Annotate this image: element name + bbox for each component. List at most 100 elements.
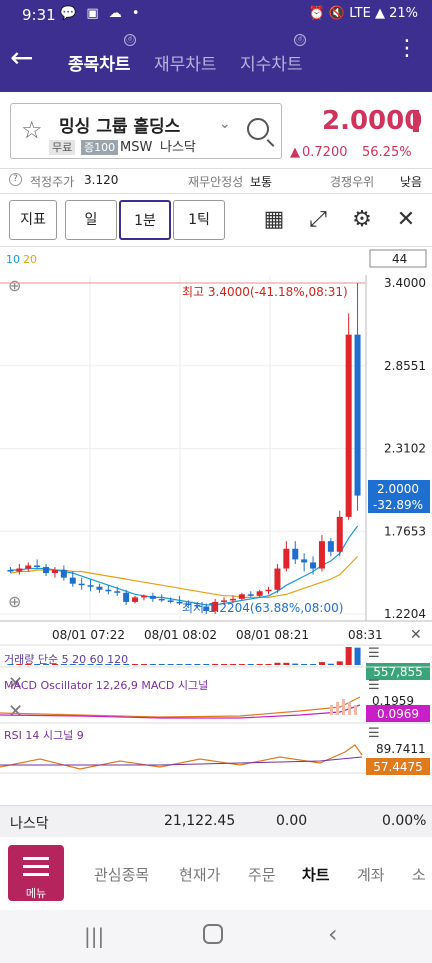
x-tick: 08/01 08:02: [144, 628, 217, 642]
candle-body: [123, 592, 130, 602]
chevron-down-icon[interactable]: ⌄: [219, 116, 231, 132]
volume-bar: [247, 664, 254, 665]
zoom-in-icon[interactable]: ⊕: [8, 276, 21, 295]
tools-icon[interactable]: ✕: [396, 207, 416, 232]
panel-menu-icon[interactable]: ☰: [368, 646, 380, 661]
search-icon[interactable]: [247, 118, 269, 140]
candle-body: [114, 591, 121, 593]
index-row[interactable]: 나스닥 21,122.45 0.00 0.00%: [0, 805, 432, 837]
more-menu-icon[interactable]: ⋮: [396, 36, 418, 61]
current-price-tag: 2.0000 -32.89%: [368, 480, 430, 513]
competition-label: 경쟁우위: [330, 175, 375, 189]
home-icon[interactable]: [203, 924, 223, 944]
expand-icon[interactable]: ⤢: [309, 207, 327, 232]
menu-button[interactable]: 메뉴: [8, 845, 64, 901]
candle-body: [185, 603, 192, 605]
volume-bar: [167, 664, 174, 665]
ma20-line: [10, 555, 359, 598]
macd-tag: [366, 705, 430, 722]
stability-label: 재무안정성: [188, 175, 244, 189]
candle-body: [336, 516, 343, 552]
tick-button[interactable]: 1틱: [173, 200, 225, 240]
rsi-value: 57.4475: [373, 760, 423, 774]
stock-name: 밍싱 그룹 홀딩스: [59, 117, 181, 137]
tab-financial-chart[interactable]: 재무차트: [154, 55, 217, 75]
back-arrow-icon[interactable]: ←: [10, 41, 34, 74]
margin-tag: 증100: [81, 140, 119, 155]
system-icons: ⏰ 🔇 LTE ▲ 21%: [308, 6, 418, 21]
tab-current-price[interactable]: 현재가: [179, 866, 221, 884]
candle-body: [132, 597, 139, 602]
volume-bar: [194, 664, 201, 665]
favorite-star-icon[interactable]: ☆: [21, 116, 43, 144]
candle-body: [43, 566, 50, 574]
volume-bar: [87, 664, 94, 665]
price-chart[interactable]: 10 20 44 ⊕ ⊕ 최고 3.4000(-41.18%,08:31) 최저…: [0, 247, 432, 825]
count-box[interactable]: [369, 249, 427, 268]
volume-value: 557,855: [373, 665, 423, 679]
close-icon[interactable]: ✕: [410, 627, 422, 643]
macd-value: 0.0969: [377, 707, 419, 721]
help-icon[interactable]: ?: [9, 173, 22, 186]
candle-body: [274, 568, 281, 590]
tab-index-chart[interactable]: 지수차트: [240, 55, 303, 75]
tab-order[interactable]: 주문: [248, 866, 276, 884]
candle-body: [310, 562, 317, 569]
y-tick-label: 1.7653: [384, 524, 426, 538]
price-indicator-bar: [413, 110, 419, 132]
candle-body: [51, 570, 58, 574]
tab-account[interactable]: 계좌: [357, 866, 385, 884]
candle-body: [78, 583, 85, 586]
volume-bar: [132, 664, 139, 665]
day-button[interactable]: 일: [65, 200, 117, 240]
candle-body: [247, 594, 254, 596]
tab-watchlist[interactable]: 관심종목: [94, 866, 150, 884]
stock-selector[interactable]: ☆ 밍싱 그룹 홀딩스 ⌄ 무료 증100 MSW 나스닥: [10, 103, 282, 159]
notification-icons: 💬 ▣ ☁ •: [60, 6, 143, 21]
y-tick-label: 2.3102: [384, 442, 426, 456]
candle-body: [25, 565, 32, 569]
panel-menu-icon[interactable]: ☰: [368, 678, 380, 693]
recent-apps-icon[interactable]: |||: [84, 924, 105, 948]
volume-bar: [105, 664, 112, 665]
panel-menu-icon[interactable]: ☰: [368, 726, 380, 741]
volume-bar: [212, 663, 219, 665]
volume-bar: [43, 664, 50, 665]
candle-body: [265, 589, 272, 592]
menu-label: 메뉴: [25, 887, 47, 900]
count-value: 44: [392, 252, 407, 266]
back-icon[interactable]: ‹: [328, 920, 338, 948]
volume-bar: [238, 664, 245, 665]
close-icon[interactable]: ✕: [8, 673, 23, 694]
zoom-in-icon[interactable]: ⊕: [8, 592, 21, 611]
macd-signal-line: [0, 704, 361, 719]
candle-body: [158, 598, 165, 601]
rsi-tag: [366, 758, 430, 775]
fair-price-value: 3.120: [84, 173, 119, 187]
volume-bar: [176, 664, 183, 665]
candle-body: [203, 606, 210, 612]
candle-body: [354, 334, 361, 496]
y-tick-label: 1.2204: [384, 607, 426, 621]
volume-bar: [16, 664, 23, 665]
volume-bar: [229, 664, 236, 665]
grid-layout-icon[interactable]: ▦: [263, 207, 285, 232]
indicator-button[interactable]: 지표: [9, 200, 57, 240]
volume-bar: [265, 664, 272, 665]
tab-badge-icon: ⓓ: [124, 34, 136, 46]
free-tag: 무료: [49, 140, 76, 155]
tab-more[interactable]: 소: [412, 866, 426, 884]
candle-body: [149, 595, 156, 599]
index-change: 0.00: [276, 813, 308, 829]
volume-bar: [283, 662, 290, 665]
settings-gear-icon[interactable]: ⚙: [352, 207, 372, 232]
tab-chart[interactable]: 차트: [302, 866, 330, 884]
tab-stock-chart[interactable]: 종목차트: [68, 55, 131, 75]
volume-bar: [158, 664, 165, 665]
y-tick-label: 2.8551: [384, 359, 426, 373]
candle-body: [60, 570, 67, 578]
volume-bars: [7, 647, 361, 665]
rsi-label: RSI 14 시그널 9: [4, 729, 84, 742]
close-icon[interactable]: ✕: [8, 701, 23, 722]
minute-button[interactable]: 1분: [119, 200, 171, 240]
